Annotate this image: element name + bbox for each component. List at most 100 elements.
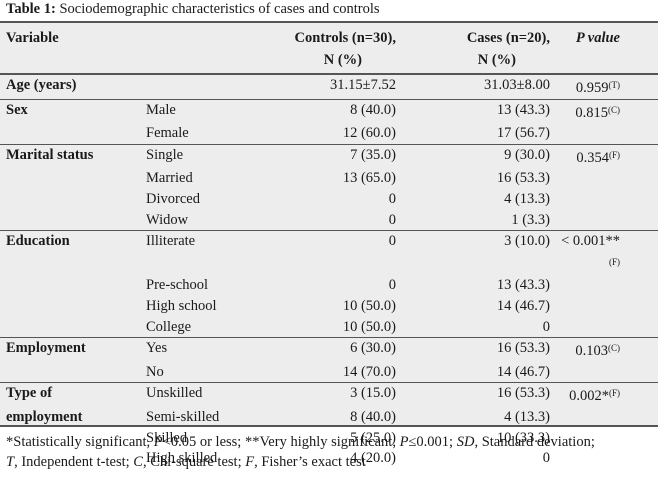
cell-pvalue <box>554 168 658 189</box>
cell-pvalue <box>554 296 658 317</box>
cell-category: High skilled <box>146 450 218 467</box>
cell-controls: 3 (15.0) <box>256 382 400 407</box>
cell-variable <box>0 123 146 144</box>
cell-cases: 16 (53.3) <box>400 382 554 407</box>
cell-controls: 7 (35.0) <box>256 143 400 169</box>
table-title: Sociodemographic characteristics of case… <box>55 1 380 17</box>
cell-pvalue <box>554 317 658 338</box>
table-row: High school 10 (50.0) 14 (46.7) <box>0 296 658 317</box>
cell-category: Yes <box>146 337 256 362</box>
cell-cases: 0 <box>542 450 550 467</box>
table-row: Divorced 0 4 (13.3) <box>0 189 658 210</box>
cell-cases: 31.03±8.00 <box>400 73 554 100</box>
cell-cases: 4 (13.3) <box>504 190 550 207</box>
cell-variable: Employment <box>0 337 146 362</box>
cell-cases: 16 (53.3) <box>496 170 550 187</box>
cell-category: Divorced <box>146 190 200 207</box>
table-row: Type of Unskilled 3 (15.0) 16 (53.3) 0.002*(… <box>0 382 658 407</box>
table-row: Age (years) 31.15±7.52 31.03±8.00 0.959(T) <box>0 73 658 100</box>
cell-controls: 8 (40.0) <box>350 408 396 425</box>
test-marker: (F) <box>609 149 620 160</box>
cell-controls: 5 (25.0) <box>350 429 396 446</box>
cell-controls: 0 <box>388 277 396 294</box>
header-variable: Variable <box>6 30 59 46</box>
cell-controls: 8 (40.0) <box>256 98 400 124</box>
cell-pvalue: < 0.001**(F) <box>554 230 658 276</box>
cell-cases: 16 (53.3) <box>400 337 554 362</box>
cell-pvalue <box>554 123 658 144</box>
cell-pvalue: 0.354(F) <box>554 143 658 169</box>
table-caption: Table 1: Sociodemographic characteristic… <box>6 0 380 20</box>
cell-category: No <box>146 363 164 380</box>
cell-cases: 4 (13.3) <box>504 408 550 425</box>
cell-variable <box>0 189 146 210</box>
cell-pvalue: 0.815(C) <box>554 98 658 124</box>
cell-category <box>146 73 256 100</box>
cell-cases: 1 (3.3) <box>511 211 550 228</box>
table-row: No 14 (70.0) 14 (46.7) <box>0 362 658 383</box>
cell-variable <box>0 317 146 338</box>
cell-variable: Sex <box>0 98 146 124</box>
table-row: College 10 (50.0) 0 <box>0 317 658 338</box>
cell-category: Pre-school <box>146 277 209 294</box>
cell-controls: 10 (50.0) <box>342 297 396 314</box>
cell-category: Illiterate <box>146 230 256 276</box>
cell-cases: 13 (43.3) <box>400 98 554 124</box>
table-row: employment Semi-skilled 8 (40.0) 4 (13.3) <box>0 407 658 428</box>
table-row: Widow 0 1 (3.3) <box>0 210 658 231</box>
cell-category: High school <box>146 297 217 314</box>
cell-cases: 13 (43.3) <box>496 277 550 294</box>
cell-category: Semi-skilled <box>146 408 220 425</box>
cell-controls: 31.15±7.52 <box>256 73 400 100</box>
header-cases-unit: N (%) <box>477 52 516 68</box>
cell-variable <box>0 210 146 231</box>
cell-category: College <box>146 318 192 335</box>
cell-pvalue <box>554 189 658 210</box>
cell-cases: 17 (56.7) <box>496 125 550 142</box>
cell-controls: 4 (20.0) <box>350 450 396 467</box>
cell-cases: 10 (33.3) <box>496 429 550 446</box>
cell-category: Female <box>146 125 189 142</box>
cell-variable: Type of <box>0 382 146 407</box>
cell-category: Male <box>146 98 256 124</box>
table-row: Sex Male 8 (40.0) 13 (43.3) 0.815(C) <box>0 98 658 124</box>
test-marker: (F) <box>609 256 620 267</box>
table-label: Table 1: <box>6 1 56 17</box>
cell-pvalue: 0.103(C) <box>554 337 658 362</box>
cell-variable: Education <box>0 230 146 276</box>
table-row: Education Illiterate 0 3 (10.0) < 0.001**(F) <box>0 230 658 276</box>
cell-controls: 0 <box>256 230 400 276</box>
test-marker: (C) <box>608 343 620 354</box>
cell-cases: 0 <box>542 318 550 335</box>
cell-pvalue <box>554 275 658 296</box>
header-controls-unit: N (%) <box>323 52 362 68</box>
cell-category: Married <box>146 170 193 187</box>
table-row: Employment Yes 6 (30.0) 16 (53.3) 0.103(C) <box>0 337 658 362</box>
cell-category: Widow <box>146 211 189 228</box>
table-body: Age (years) 31.15±7.52 31.03±8.00 0.959(T) S… <box>0 73 658 469</box>
cell-variable: employment <box>6 408 83 425</box>
cell-variable <box>0 296 146 317</box>
cell-controls: 0 <box>388 211 396 228</box>
cell-category: Skilled <box>146 429 188 446</box>
cell-cases: 3 (10.0) <box>400 230 554 276</box>
table-row: Pre-school 0 13 (43.3) <box>0 275 658 296</box>
test-marker: (T) <box>608 80 621 90</box>
table-row: Marital status Single 7 (35.0) 9 (30.0) 0.35… <box>0 143 658 169</box>
cell-pvalue: 0.002*(F) <box>554 382 658 407</box>
header-pvalue: P value <box>575 30 620 46</box>
cell-variable <box>0 168 146 189</box>
test-marker: (F) <box>609 388 620 399</box>
table-row: Married 13 (65.0) 16 (53.3) <box>0 168 658 189</box>
data-table: Variable Controls (n=30), Cases (n=20), … <box>0 21 658 466</box>
cell-controls: 6 (30.0) <box>256 337 400 362</box>
cell-pvalue <box>554 362 658 383</box>
cell-variable <box>0 362 146 383</box>
test-marker: (C) <box>608 104 620 115</box>
header-controls: Controls (n=30), <box>294 30 396 46</box>
cell-pvalue: 0.959(T) <box>554 73 658 100</box>
cell-cases: 9 (30.0) <box>400 143 554 169</box>
cell-cases: 14 (46.7) <box>496 363 550 380</box>
table-row: Skilled 5 (25.0) 10 (33.3) <box>0 428 658 449</box>
table-row: Female 12 (60.0) 17 (56.7) <box>0 123 658 144</box>
